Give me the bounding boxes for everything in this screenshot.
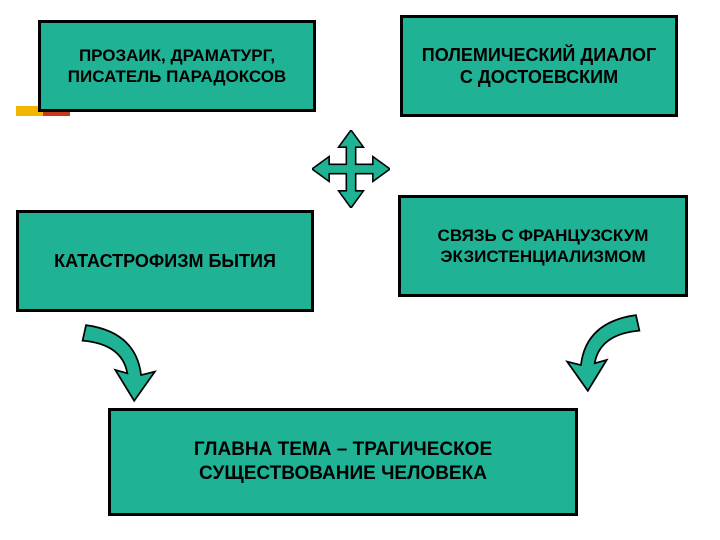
cross-arrow-shape — [312, 130, 390, 208]
curved-arrow-left — [72, 320, 162, 406]
curved-arrow-right-shape — [567, 315, 639, 391]
box-mid-right-label: СВЯЗЬ С ФРАНЦУЗСКУМ ЭКЗИСТЕНЦИАЛИЗМОМ — [411, 225, 675, 268]
box-mid-left: КАТАСТРОФИЗМ БЫТИЯ — [16, 210, 314, 312]
box-top-right-label: ПОЛЕМИЧЕСКИЙ ДИАЛОГ С ДОСТОЕВСКИМ — [413, 44, 665, 89]
box-top-left: ПРОЗАИК, ДРАМАТУРГ, ПИСАТЕЛЬ ПАРАДОКСОВ — [38, 20, 316, 112]
box-bottom: ГЛАВНА ТЕМА – ТРАГИЧЕСКОЕ СУЩЕСТВОВАНИЕ … — [108, 408, 578, 516]
curved-arrow-left-shape — [83, 325, 155, 401]
box-mid-left-label: КАТАСТРОФИЗМ БЫТИЯ — [54, 250, 276, 273]
cross-arrow-icon — [312, 130, 390, 208]
curved-arrow-right — [560, 310, 650, 396]
box-bottom-label: ГЛАВНА ТЕМА – ТРАГИЧЕСКОЕ СУЩЕСТВОВАНИЕ … — [121, 438, 565, 486]
box-top-right: ПОЛЕМИЧЕСКИЙ ДИАЛОГ С ДОСТОЕВСКИМ — [400, 15, 678, 117]
box-top-left-label: ПРОЗАИК, ДРАМАТУРГ, ПИСАТЕЛЬ ПАРАДОКСОВ — [51, 45, 303, 88]
box-mid-right: СВЯЗЬ С ФРАНЦУЗСКУМ ЭКЗИСТЕНЦИАЛИЗМОМ — [398, 195, 688, 297]
